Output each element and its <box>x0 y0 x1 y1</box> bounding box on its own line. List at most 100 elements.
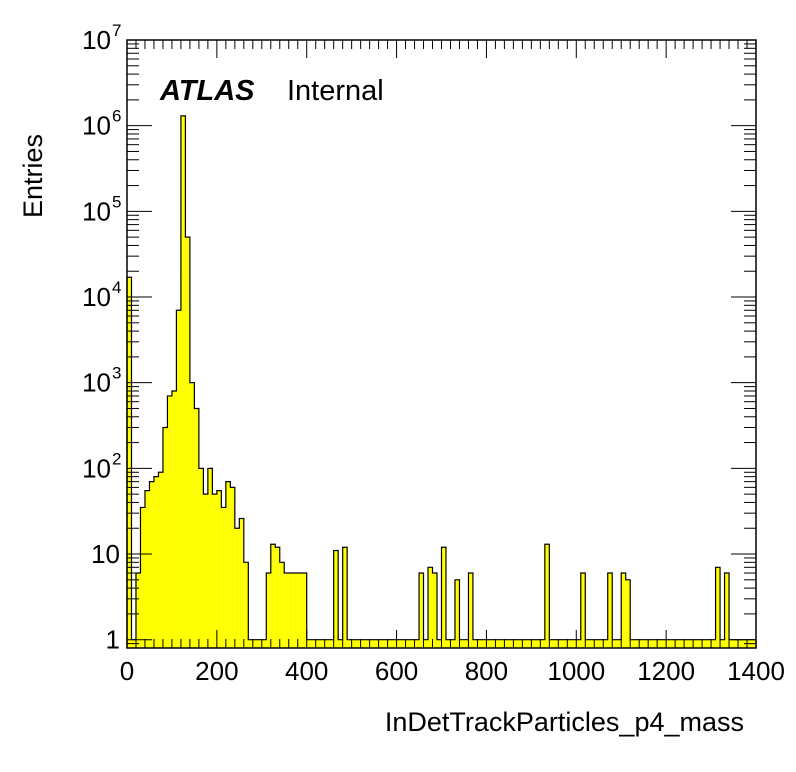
histogram-bin <box>733 639 739 648</box>
histogram-bin <box>585 639 590 648</box>
histogram-bin <box>711 639 716 648</box>
histogram-bin <box>270 544 276 648</box>
histogram-bin <box>257 639 262 648</box>
histogram-bin <box>419 573 424 648</box>
histogram-bin <box>275 547 280 648</box>
histogram-bars <box>126 115 757 649</box>
histogram-bin <box>675 639 680 648</box>
histogram-bin <box>441 547 446 648</box>
histogram-bin <box>472 639 478 648</box>
x-tick-label: 0 <box>120 656 134 686</box>
histogram-bin <box>221 507 226 648</box>
x-tick-label: 1400 <box>727 656 785 686</box>
histogram-bin <box>594 639 599 648</box>
histogram-bin <box>598 639 604 648</box>
histogram-bin <box>311 639 316 648</box>
y-tick-label-exponent: 2 <box>112 449 121 468</box>
histogram-bin <box>468 573 473 648</box>
histogram-bin <box>580 573 586 648</box>
histogram-bin <box>369 639 375 648</box>
histogram-bin <box>535 639 541 648</box>
histogram-bin <box>185 237 190 648</box>
histogram-bin <box>499 639 505 648</box>
histogram-bin <box>135 573 141 648</box>
histogram-bin <box>558 639 563 648</box>
histogram-bin <box>383 639 388 648</box>
histogram-bin <box>697 639 703 648</box>
histogram-bin <box>432 573 438 648</box>
histogram-bin <box>248 639 253 648</box>
histogram-bin <box>504 639 509 648</box>
histogram-bin <box>508 639 514 648</box>
histogram-bin <box>616 639 622 648</box>
histogram-bin <box>657 639 662 648</box>
histogram-bin <box>423 639 429 648</box>
histogram-bin <box>405 639 411 648</box>
histogram-bin <box>410 639 415 648</box>
histogram-bin <box>387 639 393 648</box>
histogram-bin <box>706 639 712 648</box>
y-tick-label-exponent: 6 <box>112 107 121 126</box>
histogram-bin <box>261 639 267 648</box>
y-tick-label: 1 <box>106 625 120 655</box>
histogram-bin <box>342 547 348 648</box>
y-tick-label: 10 <box>82 111 111 141</box>
histogram-bin <box>140 507 145 648</box>
histogram-bin <box>549 639 554 648</box>
histogram-bin <box>288 573 294 648</box>
histogram-bin <box>351 639 357 648</box>
histogram-bin <box>571 639 577 648</box>
histogram-bin <box>279 562 285 648</box>
histogram-bin <box>720 639 725 648</box>
histogram-bin <box>401 639 406 648</box>
histogram-bin <box>648 639 653 648</box>
histogram-bin <box>162 427 168 648</box>
histogram-bin <box>463 639 469 648</box>
histogram-bin <box>198 468 204 648</box>
histogram-bin <box>490 639 496 648</box>
histogram-bin <box>715 567 721 648</box>
y-tick-label: 10 <box>82 368 111 398</box>
histogram-bin <box>621 573 626 648</box>
histogram-bin <box>171 390 177 648</box>
histogram-bin <box>333 550 339 648</box>
histogram-bin <box>522 639 527 648</box>
histogram-bin <box>243 562 249 648</box>
histogram-bin <box>378 639 384 648</box>
histogram-bin <box>693 639 698 648</box>
histogram-bin <box>127 277 132 648</box>
histogram-bin <box>540 639 545 648</box>
histogram-bin <box>625 579 631 648</box>
y-tick-label: 10 <box>82 25 111 55</box>
histogram-bin <box>315 639 321 648</box>
histogram-bin <box>216 490 222 648</box>
histogram-bin <box>414 639 420 648</box>
x-tick-label: 400 <box>285 656 328 686</box>
histogram-bin <box>576 639 581 648</box>
histogram-bin <box>729 639 734 648</box>
histogram-bin <box>481 639 487 648</box>
histogram-bin <box>293 573 298 648</box>
histogram-bin <box>630 639 635 648</box>
histogram-bin <box>338 639 343 648</box>
x-tick-label: 600 <box>375 656 418 686</box>
histogram-bin <box>374 639 379 648</box>
histogram-bin <box>603 639 608 648</box>
histogram-bin <box>639 639 644 648</box>
histogram-bin <box>324 639 330 648</box>
histogram-bin <box>702 639 707 648</box>
histogram-bin <box>392 639 397 648</box>
histogram-bin <box>688 639 694 648</box>
histogram-bin <box>684 639 689 648</box>
histogram-bin <box>302 573 307 648</box>
histogram-bin <box>144 490 150 648</box>
x-tick-label: 1200 <box>637 656 695 686</box>
histogram-bin <box>517 639 523 648</box>
histogram-bin <box>149 481 154 648</box>
y-axis-label: Entries <box>18 134 48 218</box>
x-axis-label: InDetTrackParticles_p4_mass <box>385 707 744 737</box>
histogram-bin <box>239 518 244 648</box>
y-tick-label: 10 <box>82 282 111 312</box>
x-tick-label: 200 <box>195 656 238 686</box>
